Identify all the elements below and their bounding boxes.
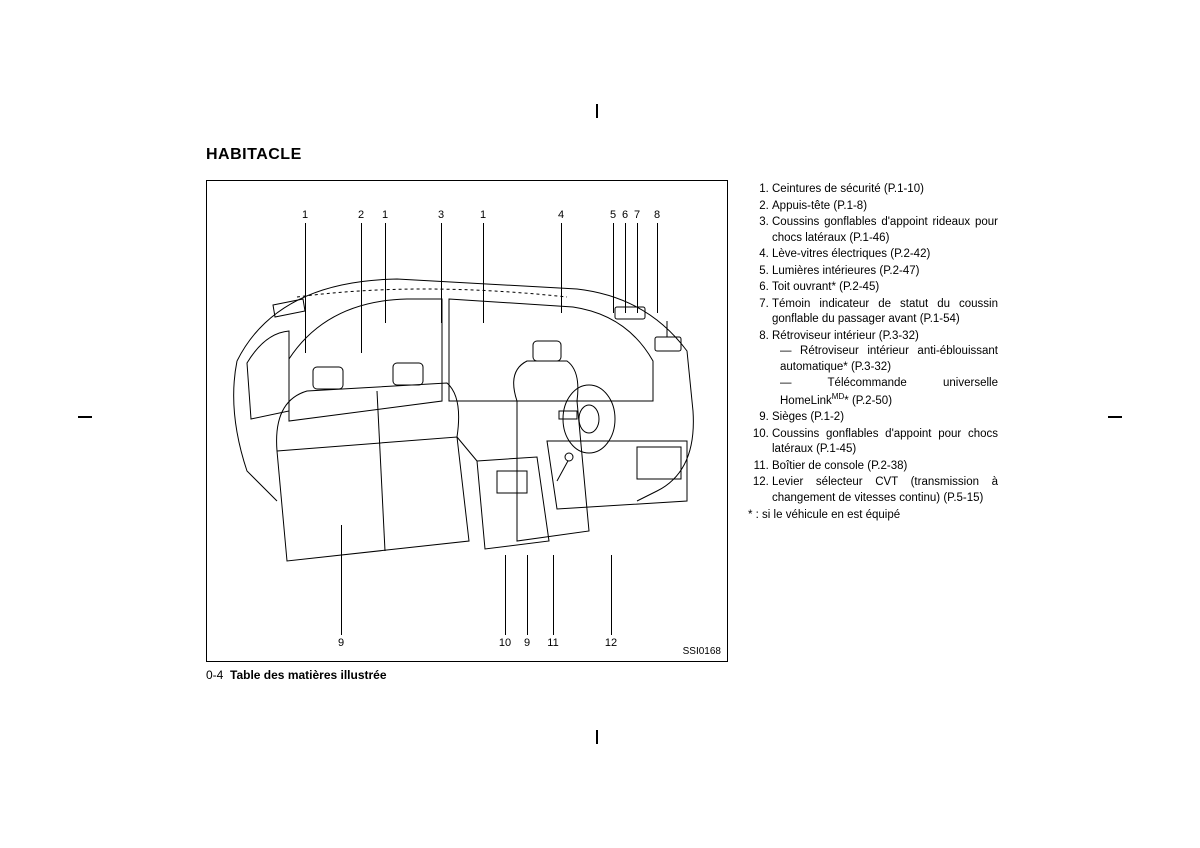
legend-note: * : si le véhicule en est équipé: [748, 508, 998, 524]
legend-item: Lève-vitres électriques (P.2-42): [772, 247, 998, 263]
legend-item: Lumières intérieures (P.2-47): [772, 264, 998, 280]
callout-line: [505, 555, 506, 635]
callout-number: 7: [629, 209, 645, 221]
legend-item: Témoin indicateur de statut du coussin g…: [772, 297, 998, 328]
callout-number: 11: [545, 637, 561, 649]
crop-mark-bottom: [596, 730, 598, 744]
callout-number: 9: [333, 637, 349, 649]
callout-line: [385, 223, 386, 323]
legend-subitem: Télécommande universelle HomeLinkMD* (P.…: [780, 376, 998, 409]
callout-number: 3: [433, 209, 449, 221]
legend-item: Rétroviseur intérieur (P.3-32)Rétroviseu…: [772, 329, 998, 409]
section-title: HABITACLE: [206, 146, 302, 164]
callout-number: 4: [553, 209, 569, 221]
crop-mark-right: [1108, 416, 1122, 418]
callout-number: 1: [297, 209, 313, 221]
callout-line: [561, 223, 562, 313]
callout-line: [625, 223, 626, 313]
legend: Ceintures de sécurité (P.1-10)Appuis-têt…: [748, 182, 998, 524]
page-number-label: Table des matières illustrée: [230, 668, 387, 682]
callout-line: [441, 223, 442, 323]
legend-subitems: Rétroviseur intérieur anti-éblouissant a…: [780, 344, 998, 409]
legend-item: Coussins gonflables d'appoint rideaux po…: [772, 215, 998, 246]
legend-list: Ceintures de sécurité (P.1-10)Appuis-têt…: [748, 182, 998, 506]
callout-line: [341, 525, 342, 635]
callout-number: 9: [519, 637, 535, 649]
legend-subitem: Rétroviseur intérieur anti-éblouissant a…: [780, 344, 998, 375]
callout-line: [613, 223, 614, 313]
legend-item: Toit ouvrant* (P.2-45): [772, 280, 998, 296]
figure-box: 1213145678 91091112 SSI0168: [206, 180, 728, 662]
figure-code: SSI0168: [683, 646, 721, 657]
callout-number: 12: [603, 637, 619, 649]
legend-item: Boîtier de console (P.2-38): [772, 459, 998, 475]
legend-item: Ceintures de sécurité (P.1-10): [772, 182, 998, 198]
page-number-prefix: 0-4: [206, 668, 223, 682]
legend-item: Appuis-tête (P.1-8): [772, 199, 998, 215]
crop-mark-left: [78, 416, 92, 418]
callout-number: 1: [377, 209, 393, 221]
legend-item: Levier sélecteur CVT (transmission à cha…: [772, 475, 998, 506]
callout-line: [657, 223, 658, 313]
car-illustration: [217, 241, 717, 601]
crop-mark-top: [596, 104, 598, 118]
callout-line: [305, 223, 306, 353]
callout-line: [637, 223, 638, 313]
callout-line: [553, 555, 554, 635]
callout-line: [611, 555, 612, 635]
legend-item: Coussins gonflables d'appoint pour chocs…: [772, 427, 998, 458]
callout-number: 8: [649, 209, 665, 221]
callout-line: [361, 223, 362, 353]
page-number: 0-4 Table des matières illustrée: [206, 668, 387, 682]
callout-number: 1: [475, 209, 491, 221]
legend-item: Sièges (P.1-2): [772, 410, 998, 426]
page: HABITACLE: [0, 0, 1200, 848]
callout-number: 10: [497, 637, 513, 649]
callout-number: 2: [353, 209, 369, 221]
callout-line: [527, 555, 528, 635]
callout-line: [483, 223, 484, 323]
